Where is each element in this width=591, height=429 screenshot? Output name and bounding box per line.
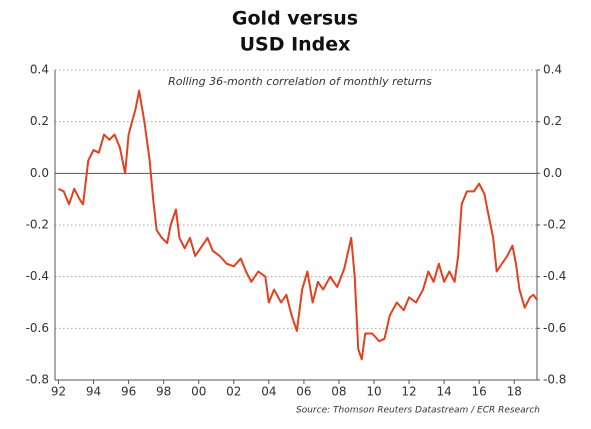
y2-tick-label: 0.2	[543, 114, 562, 128]
y-tick-label: 0.0	[30, 166, 49, 180]
y-tick-label: -0.2	[26, 218, 49, 232]
y-tick-label: 0.2	[30, 114, 49, 128]
x-tick-label: 02	[226, 385, 241, 399]
chart-title: USD Index	[240, 34, 351, 56]
y2-tick-label: -0.4	[543, 269, 566, 283]
x-tick-label: 96	[121, 385, 136, 399]
x-tick-label: 18	[507, 385, 522, 399]
x-tick-label: 10	[366, 385, 381, 399]
chart-title: Gold versus	[232, 8, 358, 30]
y2-tick-label: 0.4	[543, 63, 562, 77]
x-tick-label: 08	[331, 385, 346, 399]
x-tick-label: 14	[436, 385, 451, 399]
chart-subtitle: Rolling 36-month correlation of monthly …	[168, 75, 432, 88]
x-tick-label: 06	[296, 385, 311, 399]
line-series	[58, 89, 538, 361]
x-tick-label: 92	[51, 385, 66, 399]
y-tick-label: 0.4	[30, 63, 49, 77]
y2-tick-label: -0.6	[543, 321, 566, 335]
y-tick-label: -0.8	[26, 373, 49, 387]
y-tick-label: -0.6	[26, 321, 49, 335]
y2-tick-label: -0.8	[543, 373, 566, 387]
y2-tick-label: 0.0	[543, 166, 562, 180]
x-tick-label: 98	[156, 385, 171, 399]
x-tick-label: 12	[401, 385, 416, 399]
y2-tick-label: -0.2	[543, 218, 566, 232]
x-tick-label: 16	[472, 385, 487, 399]
x-tick-label: 04	[261, 385, 276, 399]
x-tick-label: 00	[191, 385, 206, 399]
x-tick-label: 94	[86, 385, 101, 399]
source-note: Source: Thomson Reuters Datastream / ECR…	[296, 406, 540, 416]
y-tick-label: -0.4	[26, 269, 49, 283]
